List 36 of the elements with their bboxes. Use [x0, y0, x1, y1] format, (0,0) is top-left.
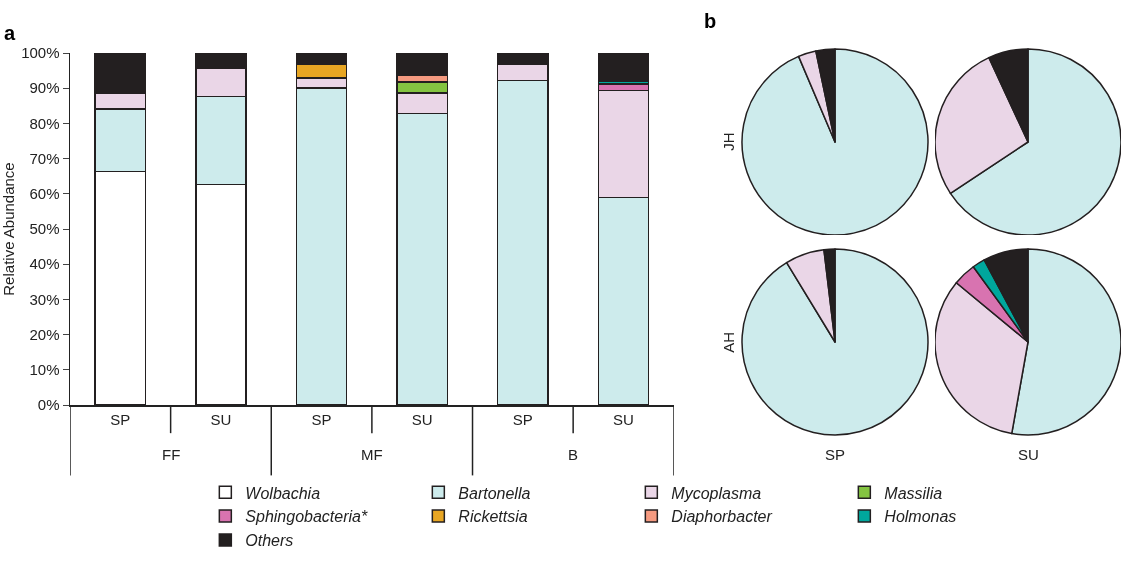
chart-title: b	[704, 10, 717, 32]
y-tick-label: 30%	[29, 290, 60, 308]
text: MF	[361, 446, 383, 463]
x-tick-label: SP	[311, 410, 332, 428]
y-tick-label: 20%	[29, 325, 60, 343]
y-tick-label: 0%	[37, 396, 60, 414]
legend-label: Bartonella	[458, 484, 531, 502]
text: SU	[1018, 446, 1039, 463]
y-tick-label: 40%	[29, 255, 60, 273]
y-tick-label: 100%	[21, 44, 60, 62]
text: AH	[719, 331, 737, 353]
y-axis-title: Relative Abundance	[0, 162, 17, 296]
text: JH	[719, 132, 737, 151]
x-tick-label: SU	[411, 410, 433, 428]
legend-label: Rickettsia	[458, 508, 528, 526]
x-tick-label: SP	[110, 410, 131, 428]
legend-label: Mycoplasma	[671, 484, 762, 502]
y-tick-label: 60%	[29, 185, 60, 203]
y-tick-label: 80%	[29, 114, 60, 132]
legend-label: Sphingobacteria*	[245, 508, 368, 526]
x-tick-label: SU	[613, 410, 634, 428]
x-tick-label: SP	[512, 410, 533, 428]
legend-label: Holmonas	[884, 508, 957, 526]
text: SP	[825, 446, 846, 463]
legend-label: Others	[245, 532, 294, 550]
legend-label: Diaphorbacter	[671, 508, 773, 526]
chart-title: a	[4, 22, 16, 44]
text: B	[568, 446, 579, 463]
x-tick-label: SU	[210, 410, 232, 428]
y-tick-label: 70%	[29, 149, 60, 167]
legend-label: Wolbachia	[245, 484, 321, 502]
y-tick-label: 90%	[29, 79, 60, 97]
text: FF	[162, 446, 181, 463]
legend-label: Massilia	[884, 484, 943, 502]
y-tick-label: 50%	[29, 220, 60, 238]
y-tick-label: 10%	[29, 361, 60, 379]
